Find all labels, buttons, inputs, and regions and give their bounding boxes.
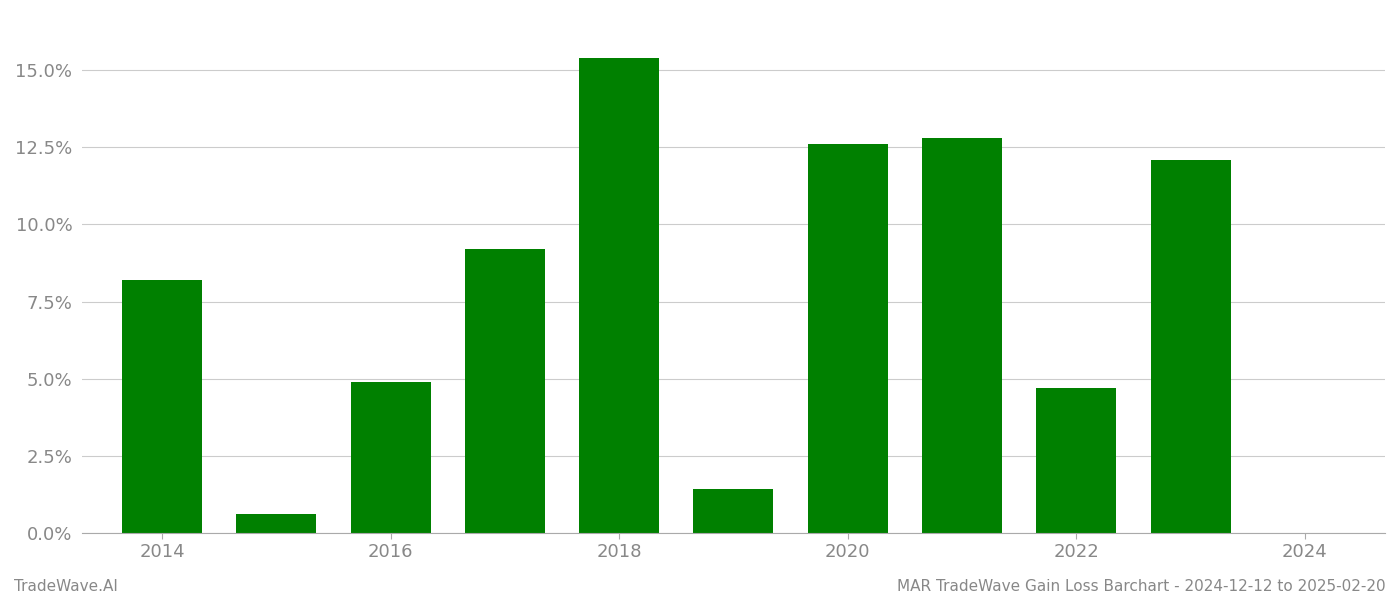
Bar: [350, 382, 431, 533]
Bar: [237, 514, 316, 533]
Bar: [923, 138, 1002, 533]
Bar: [580, 58, 659, 533]
Bar: [1036, 388, 1116, 533]
Bar: [693, 490, 773, 533]
Bar: [1151, 160, 1231, 533]
Bar: [465, 249, 545, 533]
Text: TradeWave.AI: TradeWave.AI: [14, 579, 118, 594]
Bar: [808, 145, 888, 533]
Text: MAR TradeWave Gain Loss Barchart - 2024-12-12 to 2025-02-20: MAR TradeWave Gain Loss Barchart - 2024-…: [897, 579, 1386, 594]
Bar: [122, 280, 202, 533]
